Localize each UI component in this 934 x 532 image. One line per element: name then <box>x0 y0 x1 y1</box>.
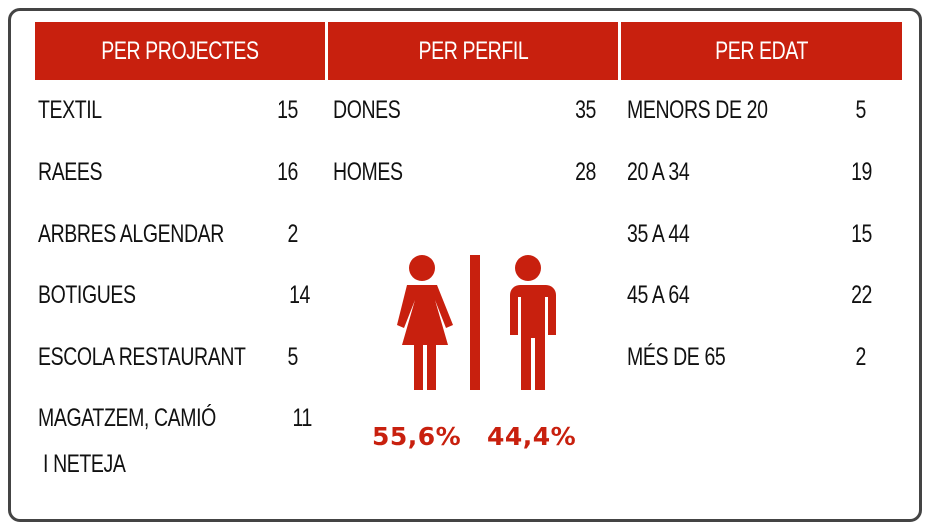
row-value: 5 <box>287 343 299 371</box>
header-text: PER PERFIL <box>418 36 528 65</box>
row-label: MAGATZEM, CAMIÓ I NETEJA <box>38 404 216 478</box>
row-value: 19 <box>851 158 872 186</box>
man-icon <box>510 255 556 390</box>
row-value: 16 <box>277 158 298 186</box>
row-label: DONES <box>333 96 401 124</box>
header-text: PER EDAT <box>715 36 808 65</box>
row-value: 11 <box>292 404 313 432</box>
row-value: 22 <box>851 281 872 309</box>
row-label: TEXTIL <box>38 96 102 124</box>
row-label: RAEES <box>38 158 103 186</box>
row-value: 15 <box>277 96 298 124</box>
frame <box>8 8 922 522</box>
row-value: 28 <box>575 158 596 186</box>
row-value: 5 <box>855 96 867 124</box>
woman-icon <box>397 255 453 390</box>
percentage: 44,4% <box>487 422 577 451</box>
row-label: ESCOLA RESTAURANT <box>38 343 246 371</box>
row-value: 35 <box>575 96 596 124</box>
row-label: 35 A 44 <box>627 220 690 248</box>
column-header: PER EDAT <box>621 22 902 80</box>
row-value: 14 <box>289 281 310 309</box>
row-label: 45 A 64 <box>627 281 690 309</box>
row-label: HOMES <box>333 158 403 186</box>
row-value: 15 <box>851 220 872 248</box>
row-label: BOTIGUES <box>38 281 136 309</box>
row-value: 2 <box>855 343 867 371</box>
row-label: MENORS DE 20 <box>627 96 768 124</box>
row-value: 2 <box>287 220 299 248</box>
header-text: PER PROJECTES <box>101 36 259 65</box>
row-label: ARBRES ALGENDAR <box>38 220 224 248</box>
row-label: 20 A 34 <box>627 158 690 186</box>
column-header: PER PROJECTES <box>35 22 325 80</box>
percentage: 55,6% <box>372 422 462 451</box>
column-header: PER PERFIL <box>328 22 618 80</box>
row-label: MÉS DE 65 <box>627 343 726 371</box>
divider <box>470 255 480 390</box>
